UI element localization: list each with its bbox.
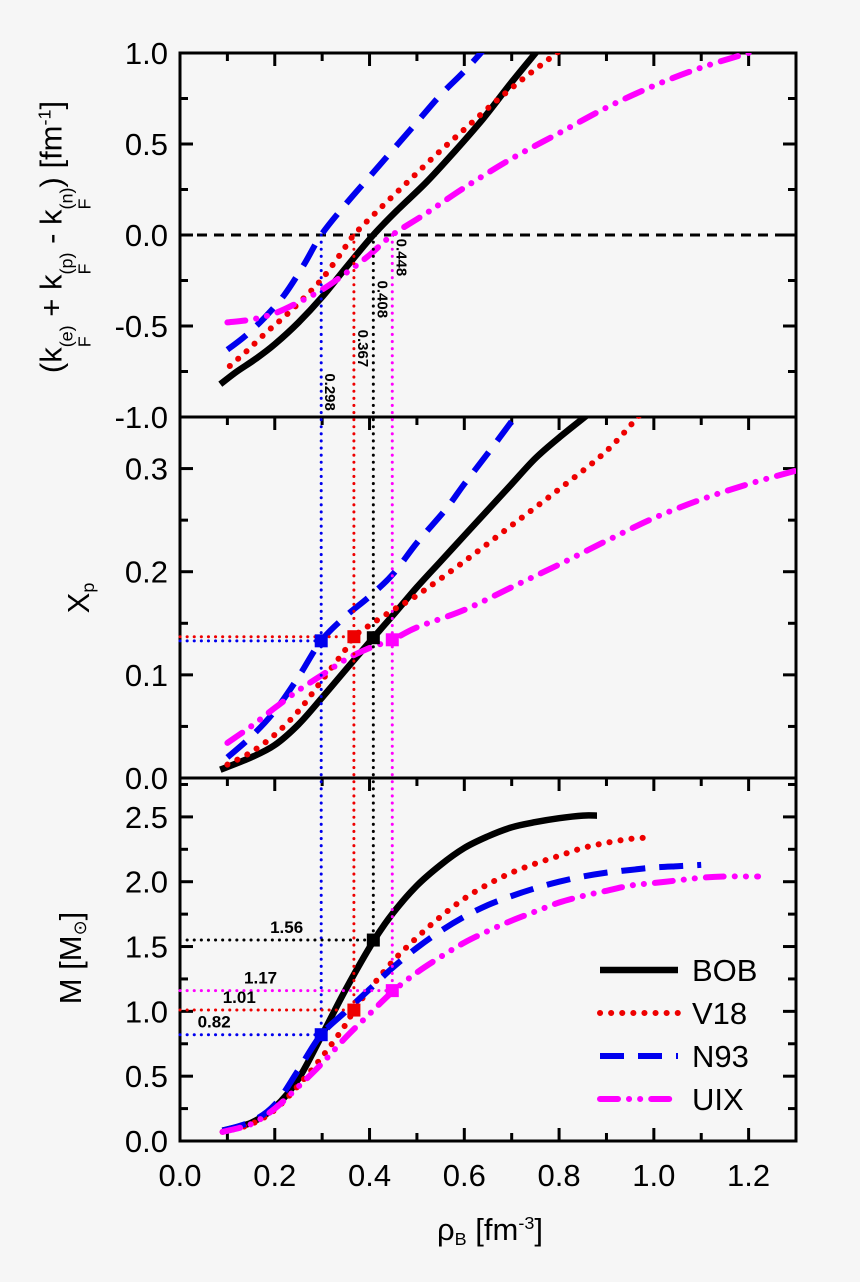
threshold-guides [178, 233, 394, 1037]
svg-text:0.5: 0.5 [125, 1059, 168, 1094]
mass-value-label-BOB: 1.56 [270, 918, 303, 937]
panel-frame-bottom [178, 776, 798, 1143]
series-UIX-top [224, 53, 759, 326]
series-V18-bottom [219, 834, 653, 1135]
svg-text:0.8: 0.8 [538, 1158, 581, 1193]
svg-text:0.2: 0.2 [125, 555, 168, 590]
x-axis-label-density: ρB [fm-3] [437, 1212, 543, 1250]
threshold-markers [314, 630, 399, 1042]
axes-frames: 1.0 0.5 0.0 -0.5 -1.0 0.3 0.2 0.1 0.0 2.5 2.0 1.5 1.… [115, 36, 798, 1193]
series-UIX-middle [224, 467, 796, 746]
mass-value-label-N93: 0.82 [198, 1013, 231, 1032]
series-N93-bottom [221, 861, 702, 1134]
rho-threshold-label-V18: 0.367 [354, 330, 371, 368]
mass-marker-V18 [347, 1003, 361, 1017]
y-axis-label-fermi-momenta: (k (e) F + k (p) F - k (n) F) [fm-1] [33, 100, 96, 374]
series-BOB-bottom [221, 812, 598, 1134]
series-N93-middle [225, 417, 519, 760]
mass-value-label-UIX: 1.17 [244, 969, 277, 988]
svg-text:2.0: 2.0 [125, 865, 168, 900]
svg-text:0.4: 0.4 [348, 1158, 391, 1193]
y-tick-labels-top: 1.0 0.5 0.0 -0.5 -1.0 [115, 36, 168, 435]
x-tick-labels: 0.0 0.2 0.4 0.6 0.8 1.0 1.2 [158, 1158, 770, 1193]
svg-text:1.0: 1.0 [125, 994, 168, 1029]
svg-text:1.2: 1.2 [727, 1158, 770, 1193]
svg-text:1.0: 1.0 [632, 1158, 675, 1193]
series-V18-middle [224, 417, 642, 768]
svg-text:0.1: 0.1 [125, 658, 168, 693]
legend: BOB V18 N93 UIX [597, 953, 757, 1117]
curves-top [218, 53, 759, 387]
y-axis-label-mass: M [M⊙] [52, 911, 91, 1005]
svg-text:-0.5: -0.5 [115, 309, 168, 344]
legend-label-N93: N93 [692, 1039, 749, 1074]
curves-bottom [219, 812, 762, 1135]
xp-marker-UIX [385, 633, 399, 647]
curves-middle [219, 417, 796, 773]
svg-text:0.0: 0.0 [125, 1124, 168, 1159]
svg-text:-1.0: -1.0 [115, 400, 168, 435]
legend-label-V18: V18 [692, 996, 747, 1031]
mass-marker-UIX [385, 984, 399, 998]
threshold-labels: 0.298 0.82 0.367 1.01 0.408 1.56 0.448 1.17 [198, 239, 410, 1032]
y-axis-label-proton-fraction: Xp [60, 582, 99, 614]
series-BOB-middle [219, 417, 590, 773]
svg-text:0.2: 0.2 [253, 1158, 296, 1193]
mass-marker-BOB [366, 933, 380, 947]
svg-text:0.0: 0.0 [125, 218, 168, 253]
legend-label-UIX: UIX [692, 1082, 744, 1117]
svg-text:1.5: 1.5 [125, 930, 168, 965]
svg-text:2.5: 2.5 [125, 800, 168, 835]
svg-text:1.0: 1.0 [125, 36, 168, 71]
series-UIX-bottom [219, 873, 762, 1135]
mass-marker-N93 [314, 1028, 328, 1042]
svg-text:0.0: 0.0 [125, 761, 168, 796]
svg-text:0.3: 0.3 [125, 452, 168, 487]
xp-marker-BOB [366, 631, 380, 645]
legend-label-BOB: BOB [692, 953, 757, 988]
rho-threshold-label-BOB: 0.408 [373, 281, 390, 319]
y-tick-labels-bottom: 2.5 2.0 1.5 1.0 0.5 0.0 [125, 800, 168, 1159]
rho-threshold-label-N93: 0.298 [321, 373, 338, 411]
svg-text:0.6: 0.6 [443, 1158, 486, 1193]
series-BOB-top [218, 53, 540, 387]
panel-frame-middle [178, 415, 798, 780]
svg-text:0.0: 0.0 [158, 1158, 201, 1193]
svg-text:0.5: 0.5 [125, 127, 168, 162]
series-V18-top [226, 53, 562, 369]
xp-marker-V18 [347, 630, 361, 644]
y-tick-labels-middle: 0.3 0.2 0.1 0.0 [125, 452, 168, 796]
rho-threshold-label-UIX: 0.448 [392, 239, 409, 277]
mass-value-label-V18: 1.01 [223, 988, 256, 1007]
xp-marker-N93 [314, 634, 328, 648]
